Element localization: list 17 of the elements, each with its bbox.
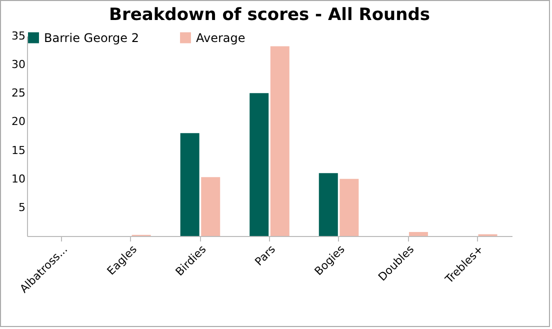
bar	[340, 178, 359, 236]
bar	[250, 93, 269, 236]
legend-label: Average	[196, 30, 246, 45]
y-tick-label: 35	[12, 30, 26, 42]
y-tick-label: 30	[12, 58, 26, 72]
y-tick-label: 15	[12, 144, 26, 157]
bar	[408, 232, 428, 236]
chart-title: Breakdown of scores - All Rounds	[108, 5, 430, 25]
bar	[318, 173, 338, 236]
bar	[180, 133, 200, 236]
bar	[201, 177, 220, 236]
y-tick-label: 5	[18, 200, 26, 214]
y-tick-label: 10	[12, 172, 26, 186]
bar	[270, 46, 290, 236]
y-tick-label: 20	[12, 115, 26, 128]
y-tick-label: 25	[12, 86, 26, 100]
legend-label: Barrie George 2	[44, 30, 139, 45]
